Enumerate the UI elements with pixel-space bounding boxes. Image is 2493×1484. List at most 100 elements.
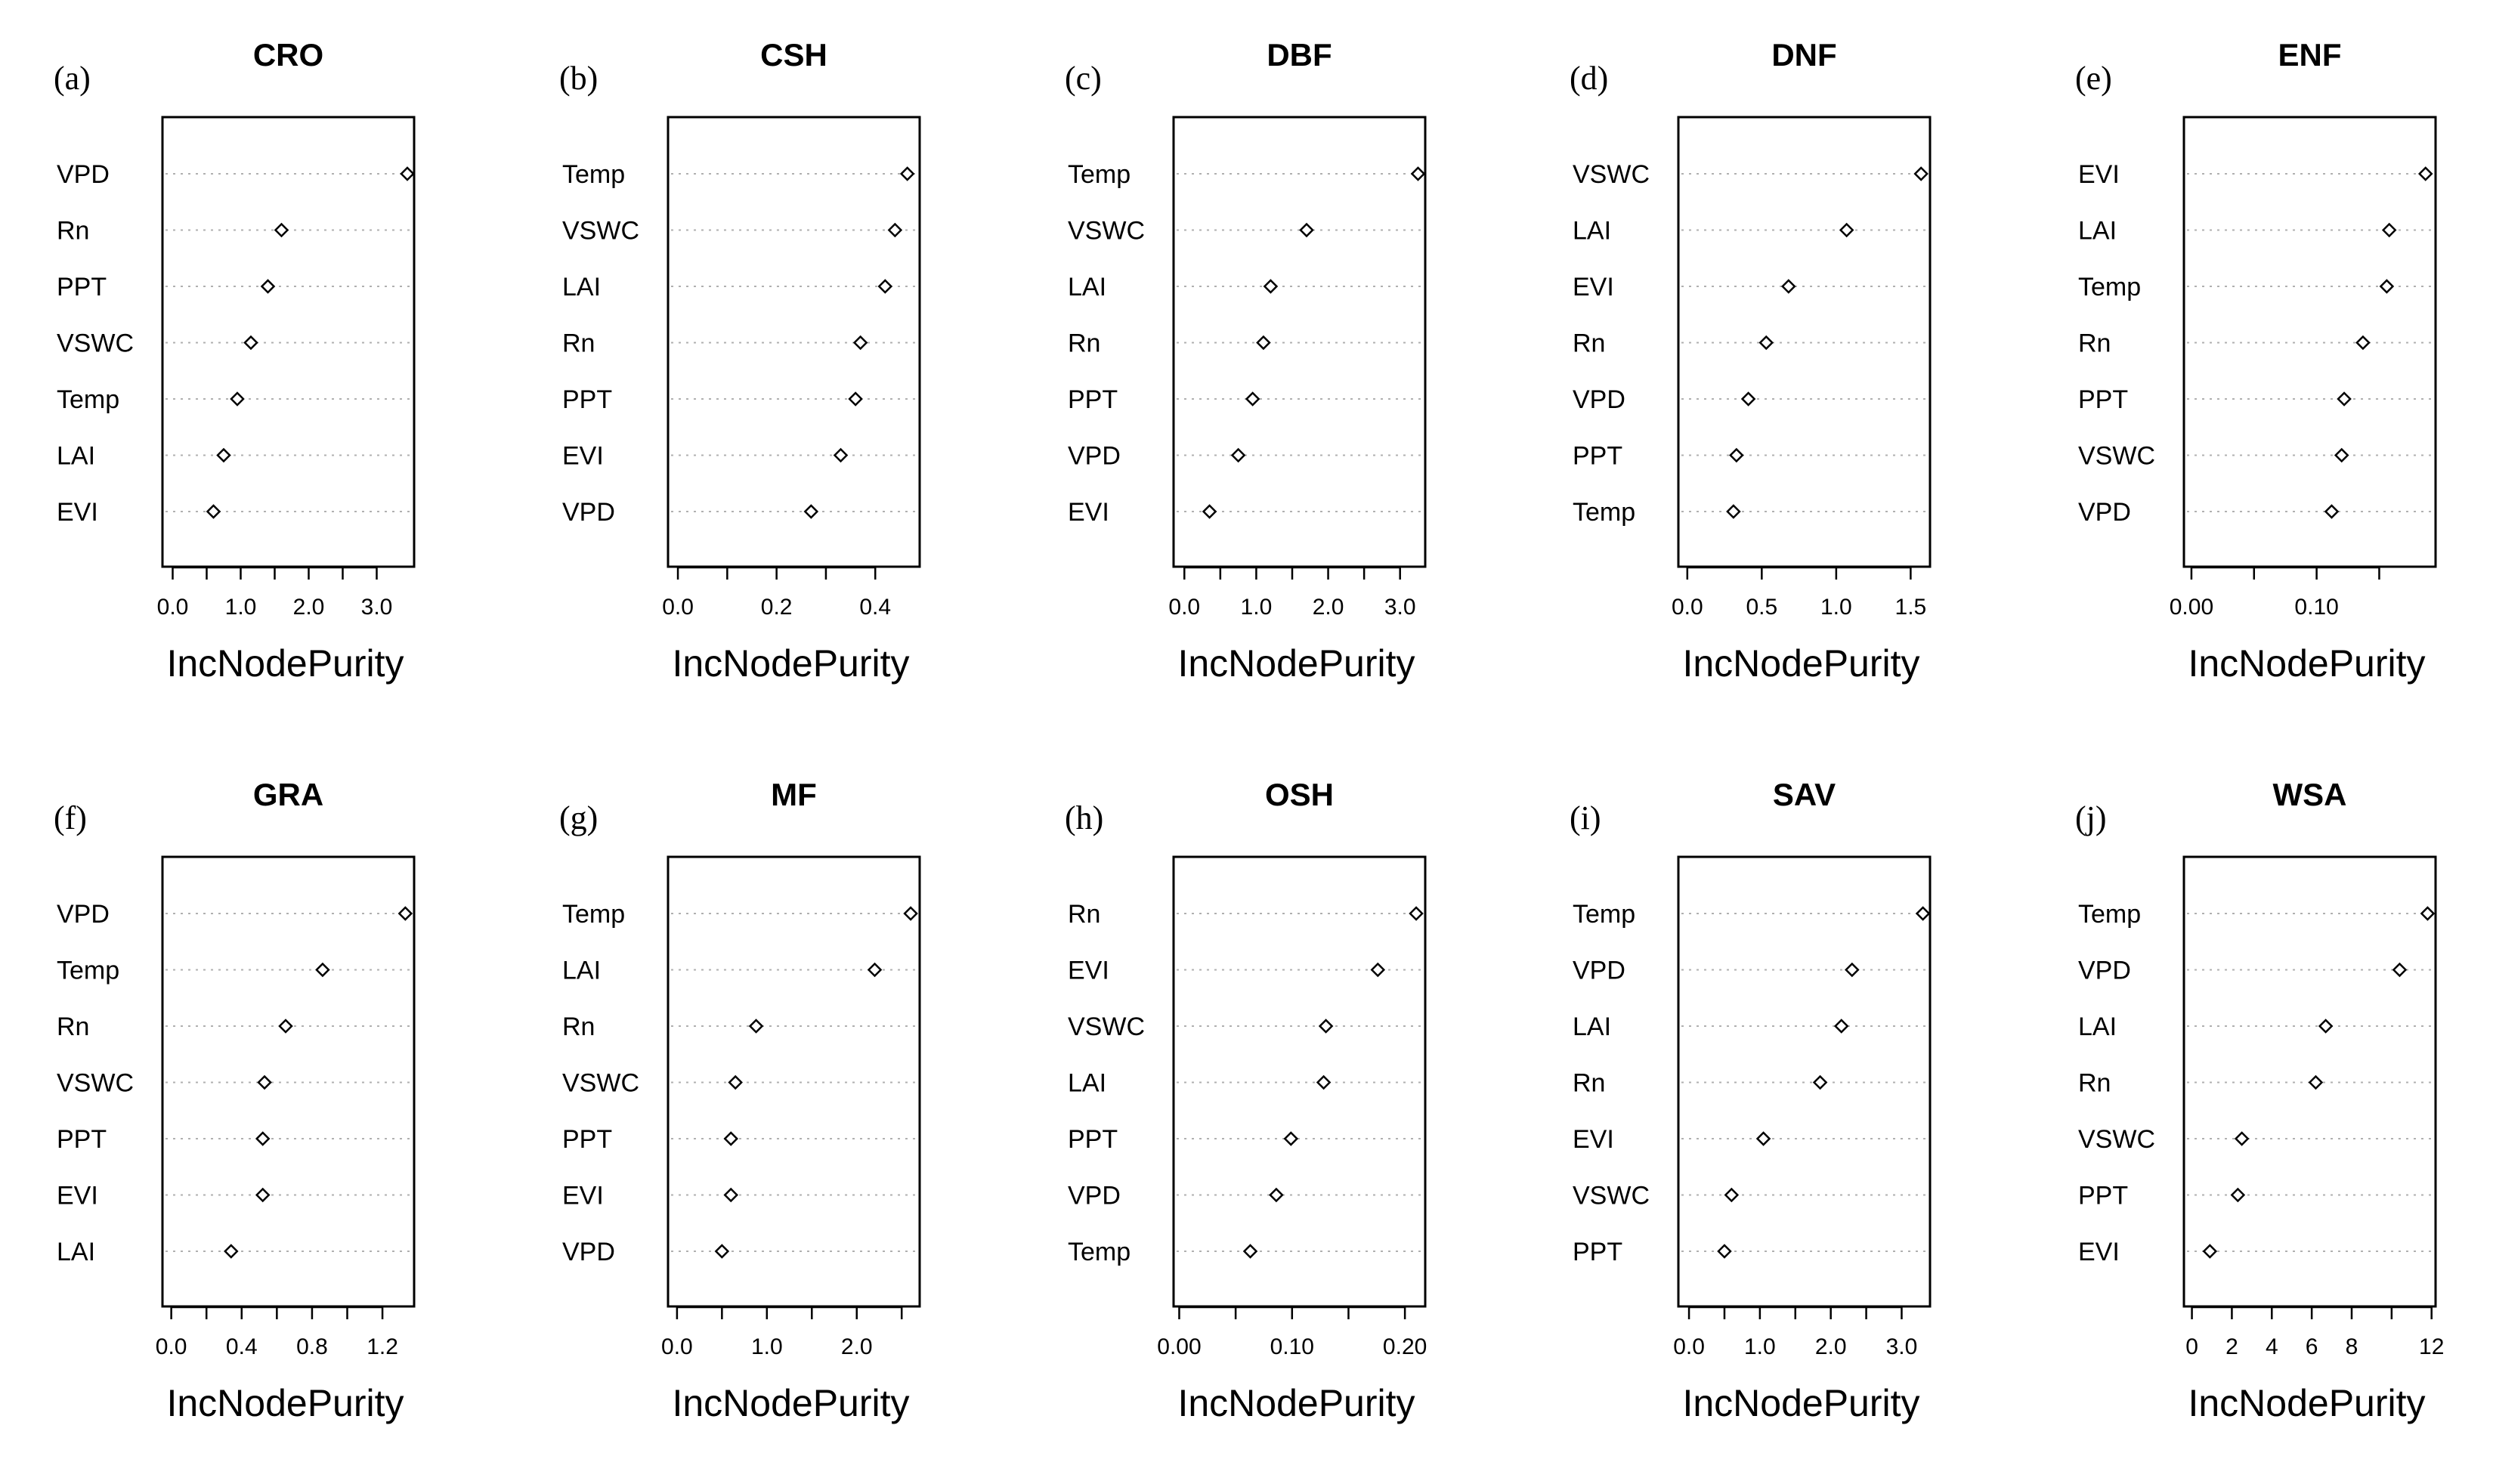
variable-label: VSWC	[562, 217, 639, 246]
x-tick-label: 1.0	[225, 595, 257, 620]
x-tick-label: 8	[2346, 1334, 2358, 1359]
data-point	[315, 962, 330, 978]
variable-label: VSWC	[57, 1069, 134, 1098]
variable-label: VSWC	[1573, 1182, 1650, 1210]
variable-label: VPD	[57, 160, 110, 189]
x-tick-label: 0.0	[662, 595, 694, 620]
x-tick-label: 1.2	[367, 1334, 398, 1359]
variable-label: EVI	[1068, 498, 1109, 527]
data-point	[1269, 1187, 1284, 1203]
panel-letter: (j)	[2075, 799, 2107, 836]
variable-label: PPT	[57, 1125, 107, 1154]
data-point	[903, 906, 918, 921]
variable-label: LAI	[1068, 1069, 1106, 1098]
variable-label: PPT	[2078, 1182, 2128, 1210]
variable-label: VPD	[57, 900, 110, 929]
data-point	[748, 1019, 764, 1034]
data-point	[848, 391, 863, 407]
x-tick-label: 0.00	[1157, 1334, 1201, 1359]
variable-label: Temp	[1573, 900, 1635, 929]
x-tick-label: 0.00	[2170, 595, 2213, 620]
variable-label: PPT	[57, 273, 107, 301]
data-point	[877, 279, 893, 294]
panel-letter: (a)	[54, 60, 91, 97]
data-point	[1833, 1019, 1849, 1034]
panel-title: SAV	[1773, 777, 1836, 812]
variable-label: Temp	[1068, 160, 1131, 189]
data-point	[1318, 1019, 1334, 1034]
variable-label: Temp	[1573, 498, 1635, 527]
x-axis-label: IncNodePurity	[1682, 1382, 1919, 1424]
data-point	[1839, 222, 1854, 238]
data-point	[1245, 391, 1260, 407]
panel-title: DBF	[1267, 37, 1332, 73]
data-point	[274, 222, 289, 238]
data-point	[1729, 447, 1744, 463]
panel-letter: (g)	[559, 799, 598, 836]
x-axis-label: IncNodePurity	[672, 642, 909, 685]
data-point	[2202, 1244, 2218, 1259]
variable-label: Temp	[2078, 900, 2141, 929]
x-tick-label: 0.4	[226, 1334, 258, 1359]
data-point	[2392, 962, 2408, 978]
variable-label: VSWC	[1068, 1013, 1145, 1041]
panel-title: CSH	[760, 37, 827, 73]
x-tick-label: 2.0	[293, 595, 325, 620]
x-tick-label: 1.0	[1820, 595, 1852, 620]
variable-label: Temp	[57, 957, 119, 985]
variable-label: Rn	[562, 1013, 595, 1041]
x-tick-label: 0.0	[156, 1334, 187, 1359]
variable-label: PPT	[2078, 385, 2128, 414]
data-point	[230, 391, 245, 407]
data-point	[400, 166, 415, 181]
data-point	[278, 1019, 293, 1034]
data-point	[714, 1244, 730, 1259]
x-axis-label: IncNodePurity	[672, 1382, 909, 1424]
x-tick-label: 1.0	[1241, 595, 1273, 620]
x-tick-label: 1.0	[751, 1334, 783, 1359]
x-tick-label: 6	[2306, 1334, 2318, 1359]
variable-label: PPT	[1068, 385, 1118, 414]
variable-label: Temp	[562, 900, 625, 929]
data-point	[1724, 1187, 1740, 1203]
data-point	[1717, 1244, 1732, 1259]
data-point	[2308, 1074, 2324, 1090]
panel-letter: (i)	[1570, 799, 1601, 836]
variable-label: PPT	[1068, 1125, 1118, 1154]
x-tick-label: 12	[2419, 1334, 2444, 1359]
data-point	[206, 504, 221, 519]
panel-title: WSA	[2273, 777, 2347, 812]
x-tick-label: 0.20	[1383, 1334, 1427, 1359]
variable-label: LAI	[1573, 217, 1611, 246]
variable-label: VPD	[562, 498, 615, 527]
x-axis-label: IncNodePurity	[1682, 642, 1919, 685]
variable-label: LAI	[2078, 217, 2117, 246]
variable-label: Rn	[562, 329, 595, 358]
data-point	[1299, 222, 1314, 238]
panel-letter: (h)	[1065, 799, 1103, 836]
x-tick-label: 2.0	[1313, 595, 1344, 620]
data-point	[2230, 1187, 2246, 1203]
variable-label: Rn	[1573, 1069, 1605, 1098]
x-tick-label: 0.8	[296, 1334, 328, 1359]
variable-label: Rn	[57, 217, 89, 246]
data-point	[1409, 906, 1424, 921]
variable-label: EVI	[1573, 273, 1614, 301]
variable-label: VPD	[2078, 498, 2131, 527]
data-point	[723, 1187, 739, 1203]
variable-label: PPT	[1573, 442, 1622, 471]
panel-letter: (e)	[2075, 60, 2112, 97]
x-tick-label: 4	[2266, 1334, 2278, 1359]
data-point	[2381, 222, 2397, 238]
x-tick-label: 3.0	[1384, 595, 1416, 620]
x-tick-label: 0.0	[157, 595, 189, 620]
panel-title: GRA	[253, 777, 323, 812]
data-point	[1755, 1131, 1771, 1146]
variable-label: EVI	[57, 498, 98, 527]
x-tick-label: 3.0	[1886, 1334, 1918, 1359]
panel-title: ENF	[2278, 37, 2342, 73]
variable-label: Rn	[2078, 1069, 2111, 1098]
data-point	[899, 166, 915, 181]
variable-label: VPD	[1068, 442, 1121, 471]
